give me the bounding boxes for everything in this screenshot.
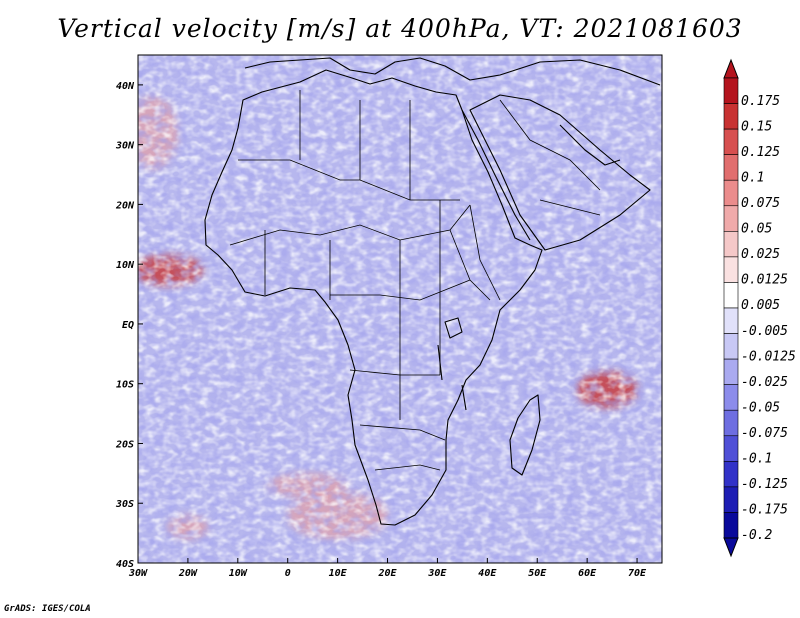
x-tick-label: 30E bbox=[427, 568, 447, 579]
country-borders bbox=[229, 90, 601, 471]
colorbar-swatch bbox=[723, 179, 739, 207]
y-tick-label: 40S bbox=[116, 559, 134, 570]
europe-coastline bbox=[244, 57, 661, 86]
border-libya-egypt bbox=[299, 90, 411, 200]
x-tick-label: 30W bbox=[128, 568, 148, 579]
colorbar: 0.175 0.15 0.125 0.1 0.075 0.05 0.025 0.0125 0.0… bbox=[723, 58, 796, 558]
colorbar-swatch bbox=[723, 154, 739, 181]
colorbar-swatch bbox=[723, 333, 739, 360]
madagascar-coastline bbox=[509, 394, 541, 476]
colorbar-swatch bbox=[723, 231, 739, 258]
colorbar-min-arrow bbox=[723, 537, 739, 558]
y-tick-label: 40N bbox=[116, 81, 135, 92]
colorbar-max-arrow bbox=[723, 58, 739, 79]
x-tick-label: 10E bbox=[329, 568, 348, 579]
lake-malawi bbox=[461, 384, 467, 411]
colorbar-swatch bbox=[723, 486, 739, 513]
colorbar-swatch bbox=[723, 103, 739, 130]
colorbar-swatch bbox=[723, 461, 739, 488]
x-tick-label: 50E bbox=[528, 568, 547, 579]
colorbar-label: -0.0125 bbox=[741, 349, 796, 364]
y-tick-label: 20S bbox=[115, 439, 134, 450]
colorbar-swatch bbox=[723, 512, 739, 539]
chart-title: Vertical velocity [m/s] at 400hPa, VT: 2… bbox=[57, 14, 743, 43]
colorbar-label: -0.005 bbox=[741, 324, 788, 339]
border-sahara bbox=[238, 159, 460, 201]
colorbar-label: 0.05 bbox=[741, 222, 772, 237]
colorbar-label: 0.0125 bbox=[741, 273, 788, 288]
colorbar-label: -0.2 bbox=[741, 528, 772, 543]
x-tick-label: 20E bbox=[377, 568, 397, 579]
x-tick-label: 40E bbox=[478, 568, 497, 579]
arabia-coastline bbox=[469, 94, 651, 251]
colorbar-label: 0.175 bbox=[741, 94, 780, 109]
colorbar-label: -0.125 bbox=[741, 477, 788, 492]
border-arabia bbox=[499, 99, 601, 216]
colorbar-label: 0.125 bbox=[741, 145, 780, 160]
colorbar-label: 0.15 bbox=[741, 119, 772, 134]
colorbar-label: 0.1 bbox=[741, 170, 764, 185]
map-area bbox=[138, 55, 662, 563]
persian-gulf-coast bbox=[559, 124, 621, 166]
x-tick-label: 70E bbox=[628, 568, 647, 579]
y-tick-label: 30N bbox=[115, 141, 135, 152]
colorbar-label: -0.175 bbox=[741, 503, 788, 518]
x-tick-label: 10W bbox=[229, 568, 248, 579]
colorbar-label: -0.025 bbox=[741, 375, 788, 390]
y-tick-label: 10N bbox=[116, 260, 135, 271]
colorbar-swatch bbox=[723, 435, 739, 462]
colorbar-label: 0.025 bbox=[741, 247, 780, 262]
colorbar-swatch bbox=[723, 128, 739, 155]
colorbar-label: 0.005 bbox=[741, 298, 780, 313]
y-tick-label: 20N bbox=[115, 200, 135, 211]
colorbar-label: -0.1 bbox=[741, 452, 772, 467]
colorbar-swatch bbox=[723, 409, 739, 437]
red-sea-coast bbox=[461, 109, 531, 241]
colorbar-swatch bbox=[723, 205, 739, 232]
colorbar-swatch bbox=[723, 282, 739, 309]
border-central bbox=[330, 279, 471, 301]
y-tick-label: 10S bbox=[116, 380, 134, 391]
colorbar-swatch bbox=[723, 358, 739, 385]
credit-text: GrADS: IGES/COLA bbox=[4, 604, 91, 614]
border-east bbox=[449, 204, 501, 301]
map-frame bbox=[137, 54, 663, 564]
border-verticals bbox=[264, 200, 441, 420]
lake-victoria bbox=[444, 317, 463, 339]
x-tick-label: 0 bbox=[285, 568, 291, 579]
x-tick-label: 60E bbox=[578, 568, 597, 579]
colorbar-swatch bbox=[723, 77, 739, 104]
colorbar-label: 0.075 bbox=[741, 196, 780, 211]
colorbar-label: -0.05 bbox=[741, 400, 780, 415]
y-axis-ticks: 40N 30N 20N 10N EQ 10S 20S 30S 40S bbox=[115, 81, 143, 570]
coastlines bbox=[204, 57, 661, 526]
colorbar-swatch bbox=[723, 384, 739, 411]
colorbar-swatch bbox=[723, 307, 739, 334]
x-axis-ticks: 30W 20W 10W 0 10E 20E 30E 40E 50E 60E 70E bbox=[128, 558, 647, 579]
y-tick-label: 30S bbox=[115, 499, 134, 510]
y-tick-label: EQ bbox=[122, 320, 134, 331]
colorbar-swatch bbox=[723, 256, 739, 283]
africa-coastline bbox=[204, 69, 543, 526]
x-tick-label: 20W bbox=[178, 568, 198, 579]
colorbar-label: -0.075 bbox=[741, 426, 788, 441]
